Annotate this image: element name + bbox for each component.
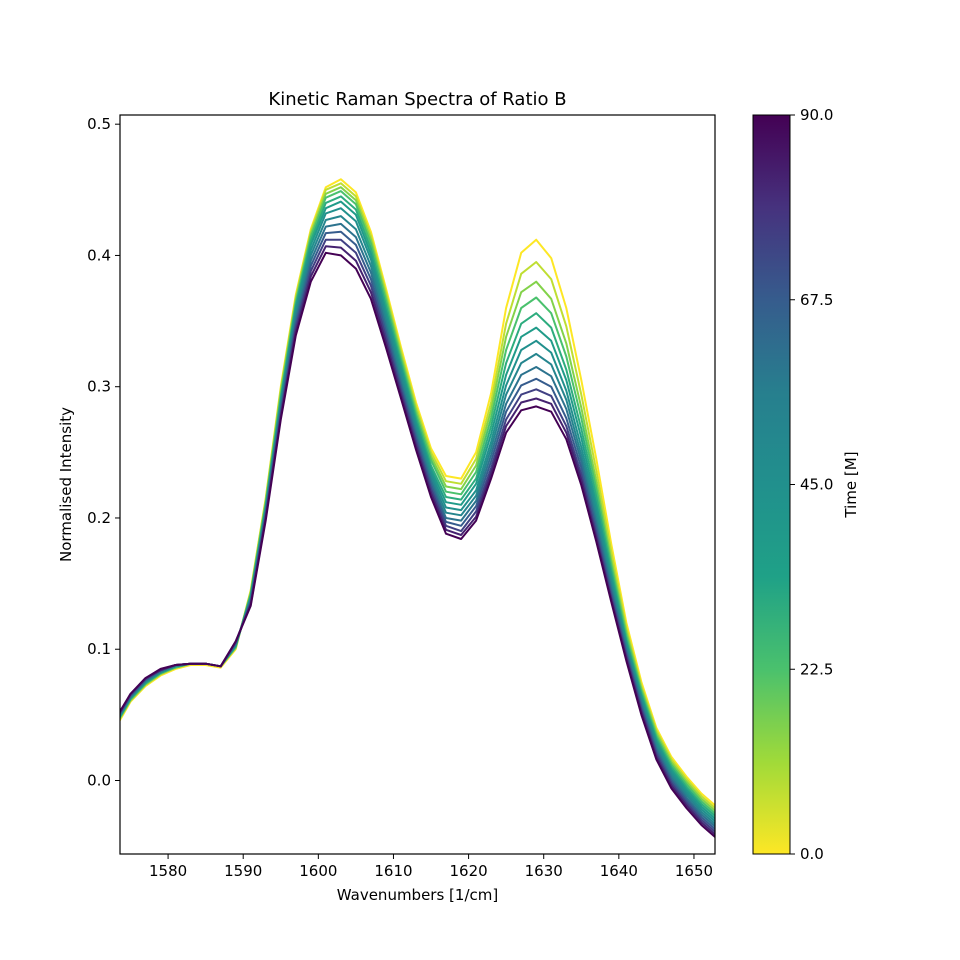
colorbar-tick-label: 67.5 — [800, 291, 833, 309]
x-tick-label: 1620 — [449, 862, 487, 880]
x-tick-label: 1650 — [675, 862, 713, 880]
y-tick-label: 0.2 — [87, 509, 111, 527]
y-axis: 0.0 0.1 0.2 0.3 0.4 0.5 — [87, 115, 120, 789]
y-tick-label: 0.0 — [87, 771, 111, 789]
y-axis-label: Normalised Intensity — [57, 407, 75, 562]
series-line-4 — [120, 195, 715, 818]
series-line-8 — [120, 222, 715, 828]
colorbar-ticks: 0.0 22.5 45.0 67.5 90.0 — [790, 106, 833, 863]
y-tick-label: 0.1 — [87, 640, 111, 658]
chart-title: Kinetic Raman Spectra of Ratio B — [268, 89, 566, 110]
x-tick-label: 1600 — [299, 862, 337, 880]
y-tick-label: 0.3 — [87, 378, 111, 396]
plot-frame — [119, 114, 716, 855]
colorbar-label: Time [M] — [842, 451, 860, 518]
x-axis: 1580 1590 1600 1610 1620 1630 1640 1650 — [149, 854, 713, 880]
x-tick-label: 1590 — [224, 862, 262, 880]
colorbar: 0.0 22.5 45.0 67.5 90.0 Time [M] — [752, 106, 860, 863]
series-line-11 — [120, 245, 715, 836]
x-tick-label: 1580 — [149, 862, 187, 880]
series-layer — [120, 178, 715, 839]
series-line-9 — [120, 230, 715, 831]
series-line-2 — [120, 186, 715, 813]
colorbar-tick-label: 45.0 — [800, 476, 833, 494]
x-tick-label: 1640 — [600, 862, 638, 880]
x-tick-label: 1610 — [374, 862, 412, 880]
series-line-7 — [120, 215, 715, 826]
y-tick-label: 0.5 — [87, 115, 111, 133]
colorbar-tick-label: 0.0 — [800, 845, 824, 863]
x-tick-label: 1630 — [525, 862, 563, 880]
series-line-3 — [120, 190, 715, 815]
colorbar-tick-label: 90.0 — [800, 106, 833, 124]
y-tick-label: 0.4 — [87, 246, 111, 264]
series-line-12 — [120, 251, 715, 839]
series-line-1 — [120, 182, 715, 810]
x-axis-label: Wavenumbers [1/cm] — [337, 886, 498, 904]
colorbar-tick-label: 22.5 — [800, 660, 833, 678]
series-line-5 — [120, 200, 715, 820]
series-line-10 — [120, 238, 715, 834]
series-line-6 — [120, 207, 715, 823]
series-line-0 — [120, 178, 715, 807]
colorbar-gradient — [752, 114, 791, 855]
